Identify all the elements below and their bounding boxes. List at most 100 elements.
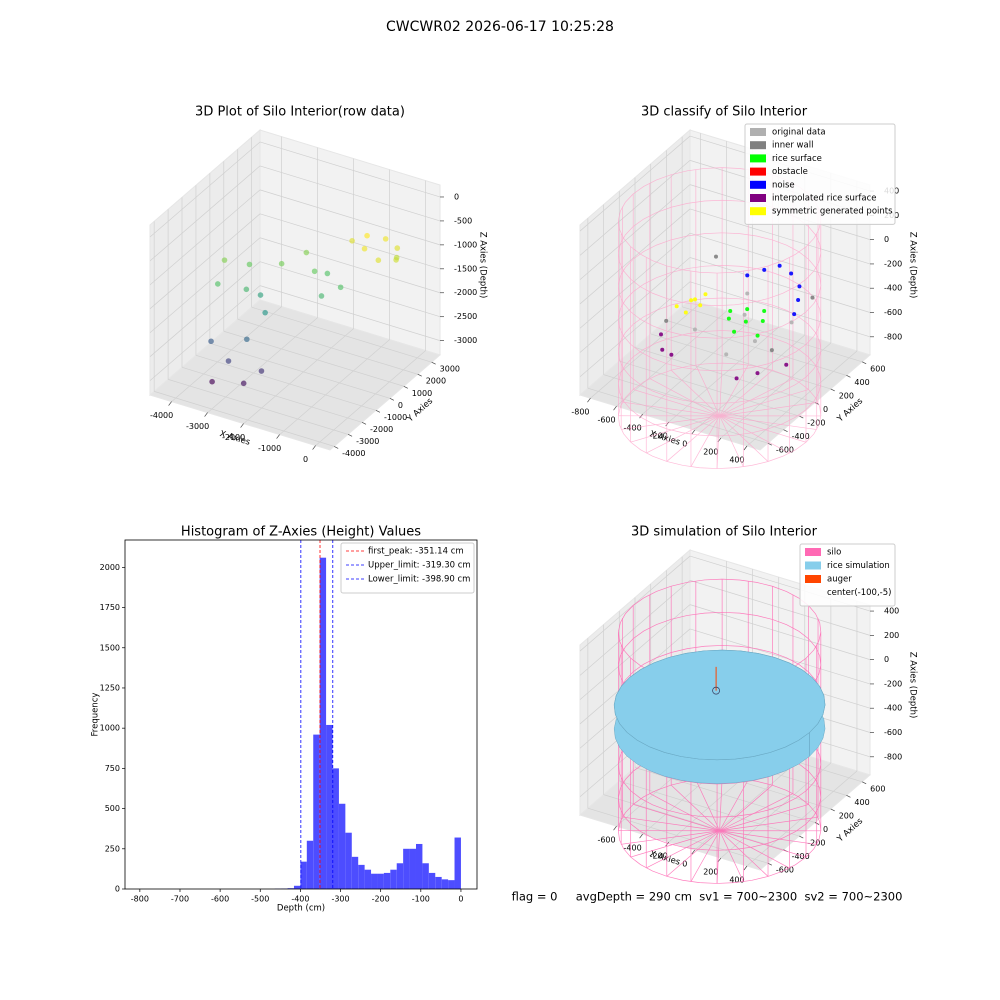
histogram-bar [338,803,346,889]
tick-mark [783,429,788,432]
legend-label: Lower_limit: -398.90 cm [368,575,470,585]
z-tick-label: 400 [884,607,899,616]
grid-line [154,391,335,447]
legend-swatch [805,575,821,583]
x-tick-label: -300 [331,895,349,904]
silo-spoke [621,830,720,845]
grid-line [587,807,768,864]
point [660,347,665,352]
grid-line [259,141,441,198]
y-tick-label: -200 [807,839,825,848]
grid-line [195,354,377,411]
point [240,380,247,387]
z-tick-label: -600 [884,728,902,737]
chart-title: Histogram of Z-Axies (Height) Values [181,525,421,540]
legend-label: inner wall [772,141,813,151]
histogram-bar [448,880,455,889]
histogram-bar [415,843,423,889]
point [698,303,703,308]
tick-mark [312,445,316,450]
tick-mark [417,373,422,377]
tick-mark [375,410,381,413]
point [743,319,748,324]
point [792,312,797,317]
grid-line [251,306,432,363]
silo-spoke [719,363,723,416]
histogram-bar [454,837,461,889]
histogram-bar [428,872,436,889]
point [244,336,250,343]
tick-mark [846,795,851,798]
grid-line [149,213,261,310]
silo-spoke [719,415,769,462]
y-tick-label: -400 [792,432,810,441]
x-tick-label: 0 [682,440,687,449]
grid-line [689,232,871,289]
y-tick-label: -600 [776,446,794,455]
y-tick-label: 1000 [100,724,120,733]
y-tick-label: -4000 [342,449,365,458]
grid-line [579,135,691,232]
x-tick-label: 200 [703,868,718,877]
silo-spoke [695,364,720,416]
point [337,284,344,291]
point [278,260,285,267]
tick-mark [665,841,669,847]
grid-line [634,767,816,823]
grid-line [149,285,261,381]
legend-swatch [750,207,766,216]
x-tick-label: 0 [303,455,308,464]
legend-label: symmetric generated points [772,207,893,217]
tick-mark [691,429,696,435]
grid-line [634,347,816,403]
legend-swatch [750,167,766,176]
point [674,304,679,309]
point [752,339,757,344]
y-tick-label: -3000 [356,437,379,446]
y-tick-label: 250 [105,844,120,853]
grid-line [259,285,441,341]
grid-line [259,189,441,246]
legend-label: auger [827,575,852,585]
silo-spoke [719,415,790,454]
y-tick-label: 1250 [100,683,120,692]
tick-mark [613,825,617,831]
silo-spoke [670,784,720,832]
grid-line [579,555,691,652]
plot-frame [124,539,478,890]
grid-line [579,257,691,353]
y-tick-label: 3000 [440,365,460,374]
silo-spoke [666,830,720,877]
chart-title: 3D simulation of Silo Interior [631,525,818,540]
point [318,293,325,299]
z-tick-label: 0 [884,235,889,244]
z-tick-label: -600 [884,308,902,317]
point [760,318,765,323]
point [745,291,750,296]
x-tick-label: -600 [211,895,229,904]
y-tick-label: 2000 [100,563,120,572]
grid-line [237,318,418,375]
x-tick-label: -200 [650,852,668,861]
histogram-bar [319,557,327,889]
y-tick-label: 1750 [100,603,120,612]
silo-spoke [716,415,720,469]
histogram-bar [371,873,378,889]
silo-spoke [719,830,769,877]
legend-swatch [750,180,766,189]
x-tick-label: 400 [729,876,744,885]
x-tick-label: -400 [291,895,309,904]
tick-mark [361,422,367,425]
point [394,245,401,251]
histogram-bar [326,724,333,889]
y-tick-label: 0 [823,825,828,834]
point [713,254,718,259]
legend-label: Upper_limit: -319.30 cm [368,561,471,571]
tick-mark [743,865,748,871]
grid-line [689,257,871,313]
point [257,292,264,298]
point [732,329,737,334]
legend-swatch [805,548,821,556]
histogram-bar [383,872,391,889]
y-tick-label: 0 [115,885,120,894]
